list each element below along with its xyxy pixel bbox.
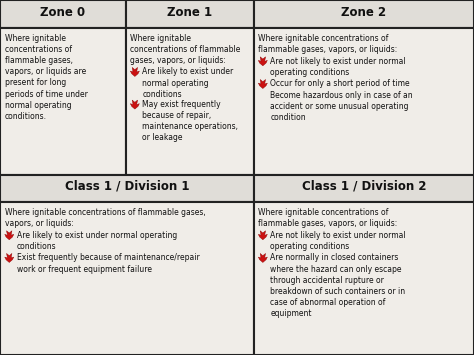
- PathPatch shape: [130, 67, 139, 76]
- PathPatch shape: [130, 100, 139, 109]
- Bar: [254, 202, 474, 355]
- Text: Zone 0: Zone 0: [40, 6, 85, 18]
- Text: May exist frequently
because of repair,
maintenance operations,
or leakage: May exist frequently because of repair, …: [142, 100, 238, 142]
- Text: Where ignitable concentrations of
flammable gases, vapors, or liquids:: Where ignitable concentrations of flamma…: [258, 208, 398, 228]
- PathPatch shape: [258, 57, 267, 66]
- Bar: [126, 0, 254, 28]
- Bar: [0, 175, 254, 202]
- PathPatch shape: [258, 80, 267, 88]
- Bar: [254, 0, 474, 28]
- Bar: [0, 0, 126, 28]
- Text: Where ignitable concentrations of flammable gases,
vapors, or liquids:: Where ignitable concentrations of flamma…: [5, 208, 206, 228]
- Bar: [0, 28, 126, 175]
- Text: Zone 1: Zone 1: [167, 6, 212, 18]
- Text: Where ignitable concentrations of
flammable gases, vapors, or liquids:: Where ignitable concentrations of flamma…: [258, 34, 398, 54]
- Bar: [126, 28, 254, 175]
- PathPatch shape: [258, 231, 267, 240]
- Text: Are not likely to exist under normal
operating conditions: Are not likely to exist under normal ope…: [270, 231, 406, 251]
- Text: Occur for only a short period of time
Become hazardous only in case of an
accide: Occur for only a short period of time Be…: [270, 80, 413, 122]
- Text: Are normally in closed containers
where the hazard can only escape
through accid: Are normally in closed containers where …: [270, 253, 405, 318]
- Text: Are likely to exist under normal operating
conditions: Are likely to exist under normal operati…: [17, 231, 177, 251]
- PathPatch shape: [5, 231, 14, 240]
- Text: Are likely to exist under
normal operating
conditions: Are likely to exist under normal operati…: [142, 67, 234, 99]
- Bar: [0, 202, 254, 355]
- PathPatch shape: [5, 253, 14, 262]
- Text: Where ignitable
concentrations of flammable
gases, vapors, or liquids:: Where ignitable concentrations of flamma…: [130, 34, 241, 65]
- Bar: [254, 175, 474, 202]
- PathPatch shape: [258, 253, 267, 262]
- Text: Class 1 / Division 1: Class 1 / Division 1: [64, 180, 189, 193]
- Text: Zone 2: Zone 2: [341, 6, 386, 18]
- Text: Exist frequently because of maintenance/repair
work or frequent equipment failur: Exist frequently because of maintenance/…: [17, 253, 200, 274]
- Text: Are not likely to exist under normal
operating conditions: Are not likely to exist under normal ope…: [270, 57, 406, 77]
- Text: Class 1 / Division 2: Class 1 / Division 2: [301, 180, 426, 193]
- Text: Where ignitable
concentrations of
flammable gases,
vapors, or liquids are
presen: Where ignitable concentrations of flamma…: [5, 34, 88, 121]
- Bar: [254, 28, 474, 175]
